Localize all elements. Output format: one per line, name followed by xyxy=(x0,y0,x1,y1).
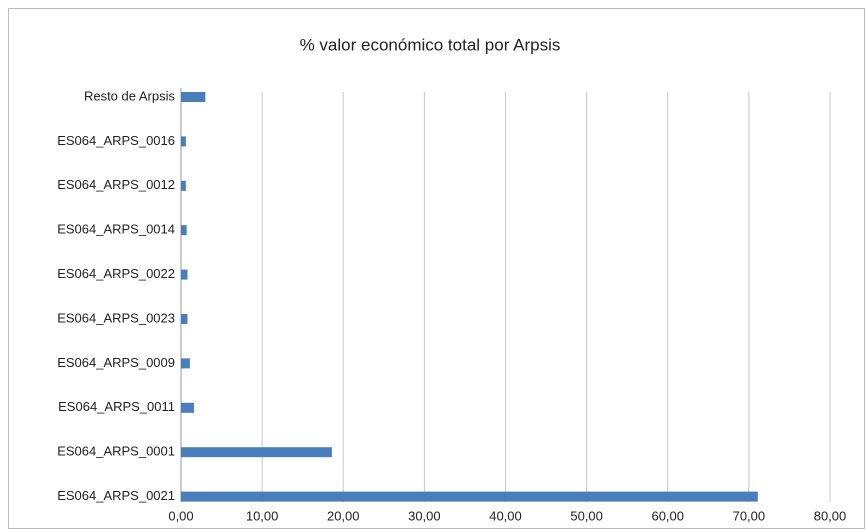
bar xyxy=(181,358,190,369)
bar xyxy=(181,447,332,458)
chart-frame xyxy=(8,8,865,529)
y-tick-label: ES064_ARPS_0001 xyxy=(57,444,175,459)
bar xyxy=(181,491,758,502)
bar xyxy=(181,92,206,102)
y-tick-label: ES064_ARPS_0022 xyxy=(57,266,175,281)
y-tick-label: Resto de Arpsis xyxy=(84,88,176,103)
x-tick-label: 30,00 xyxy=(408,508,441,523)
bar xyxy=(181,402,194,413)
bar xyxy=(181,136,186,147)
y-tick-label: ES064_ARPS_0021 xyxy=(57,488,175,503)
x-tick-label: 70,00 xyxy=(733,508,766,523)
x-tick-label: 20,00 xyxy=(327,508,360,523)
bar xyxy=(181,180,186,191)
x-tick-label: 0,00 xyxy=(168,508,193,523)
x-tick-label: 50,00 xyxy=(570,508,603,523)
bar xyxy=(181,314,188,324)
y-tick-label: ES064_ARPS_0009 xyxy=(57,355,175,370)
x-tick-label: 10,00 xyxy=(246,508,279,523)
x-tick-label: 60,00 xyxy=(651,508,684,523)
y-tick-label: ES064_ARPS_0023 xyxy=(57,310,175,325)
bar xyxy=(181,269,188,280)
bar xyxy=(181,225,187,236)
y-tick-label: ES064_ARPS_0016 xyxy=(57,133,175,148)
x-tick-label: 40,00 xyxy=(489,508,522,523)
x-tick-label: 80,00 xyxy=(814,508,847,523)
y-tick-label: ES064_ARPS_0011 xyxy=(58,399,175,414)
y-tick-label: ES064_ARPS_0012 xyxy=(57,177,175,192)
y-tick-label: ES064_ARPS_0014 xyxy=(57,222,175,237)
chart-title: % valor económico total por Arpsis xyxy=(300,35,561,54)
